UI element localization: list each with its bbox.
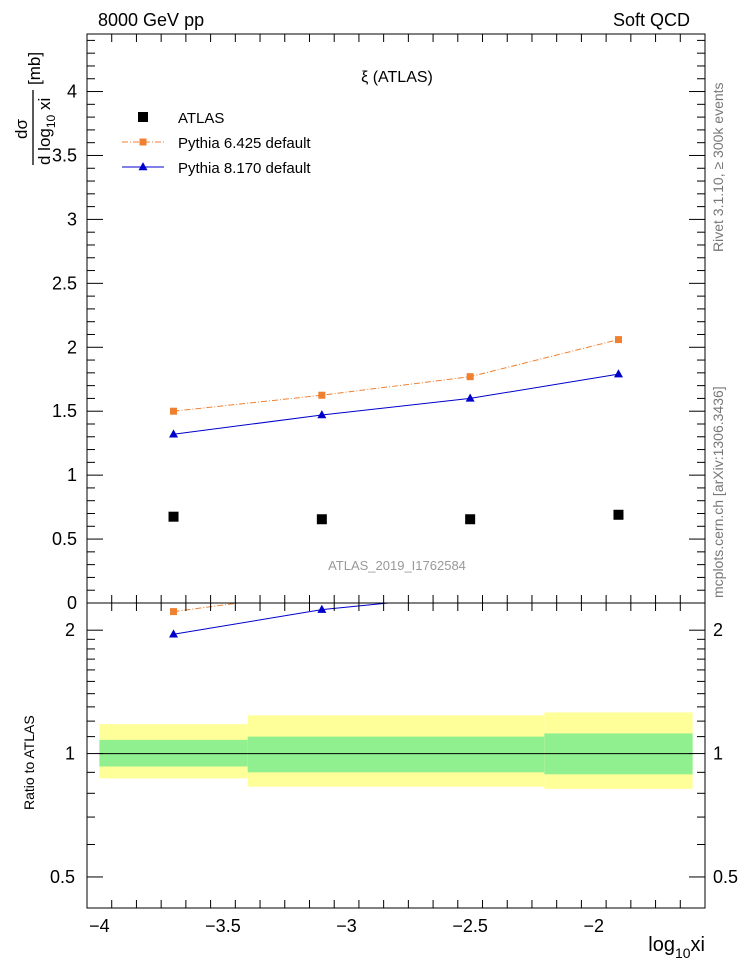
legend-label: Pythia 8.170 default [178,160,311,177]
data-point-pythia6 [318,391,326,399]
data-point-pythia6 [170,407,178,415]
y-tick-label: 1.5 [52,401,77,421]
legend-label: Pythia 6.425 default [178,135,311,152]
data-point-pythia8 [317,410,327,419]
data-point-atlas [168,511,179,522]
x-tick-label: −3 [336,916,357,936]
ratio-y-ticks: 0.5 0.5 1 1 2 2 [50,620,738,887]
y-tick-label: 3.5 [52,145,77,165]
mcplots-label: mcplots.cern.ch [arXiv:1306.3436] [710,386,726,598]
ratio-point-pythia6 [615,555,622,562]
ratio-point-pythia6 [318,588,325,595]
main-x-ticks [86,34,706,603]
ratio-point-pythia8 [614,579,623,587]
inner-band [247,736,545,773]
y-tick-label: 1 [67,465,77,485]
series-line [173,373,619,435]
process-label: Soft QCD [613,10,690,30]
y-tick-label: 0 [67,593,77,613]
ratio-panel: 0.5 0.5 1 1 2 2 −4 −3.5 −3 −2.5 −2 Ratio to ATLAS… [21,555,738,961]
ratio-x-ticks: −4 −3.5 −3 −2.5 −2 [86,603,706,936]
y-tick-label: 2 [67,337,77,357]
legend-marker-pythia6 [139,138,147,146]
ratio-y-tick-label-right: 1 [713,744,723,764]
data-point-pythia6 [614,336,622,344]
ratio-point-pythia6 [170,608,178,616]
ratio-y-tick-label-right: 0.5 [713,867,738,887]
legend-label: ATLAS [178,110,224,127]
legend: ATLAS Pythia 6.425 default Pythia 8.170 de… [122,110,311,177]
data-point-pythia8 [169,429,179,438]
collision-label: 8000 GeV pp [98,10,204,30]
uncertainty-bands [99,712,693,789]
rivet-label: Rivet 3.1.10, ≥ 300k events [710,82,726,252]
x-tick-label: −2 [583,916,604,936]
main-y-ticks: 0 0.5 1 1.5 2 2.5 3 3.5 4 [52,39,705,613]
data-point-atlas [316,514,327,525]
ratio-y-tick-label: 1 [65,744,75,764]
series-line [173,339,619,412]
legend-marker-pythia8 [138,162,148,171]
ratio-series [169,555,623,638]
ratio-y-tick-label: 2 [65,620,75,640]
ratio-point-pythia8 [466,590,475,598]
y-tick-label: 2.5 [52,273,77,293]
svg-text:dσ: dσ [12,119,31,139]
ratio-point-pythia8 [169,629,179,638]
x-tick-label: −3.5 [205,916,241,936]
data-point-pythia6 [466,373,474,381]
data-point-pythia8 [465,393,475,402]
watermark: ATLAS_2019_I1762584 [328,558,466,573]
ratio-point-pythia6 [467,573,474,580]
y-tick-label: 0.5 [52,529,77,549]
ratio-line [173,603,394,635]
svg-text:[mb]: [mb] [25,52,44,85]
ratio-point-pythia8 [317,604,327,613]
x-tick-label: −4 [89,916,110,936]
y-tick-label: 3 [67,209,77,229]
ratio-y-tick-label-right: 2 [713,620,723,640]
legend-marker-atlas [138,112,148,122]
ratio-plot-frame [86,602,706,909]
x-axis-label: log10xi [648,934,705,961]
data-point-atlas [465,514,476,525]
data-point-atlas [613,509,624,520]
ratio-y-tick-label: 0.5 [50,867,75,887]
svg-text:d log10 xi: d log10 xi [35,98,58,165]
y-tick-label: 4 [67,82,77,102]
plot-title: ξ (ATLAS) [361,69,433,86]
ratio-y-axis-label: Ratio to ATLAS [21,715,37,810]
data-point-pythia8 [613,369,623,378]
main-panel: 0 0.5 1 1.5 2 2.5 3 3.5 4 ξ (ATLAS) ATLAS_2019_I… [12,33,706,613]
main-series [168,336,624,525]
main-y-axis-label: dσ d log10 xi [mb] [12,52,58,165]
x-tick-label: −2.5 [452,916,488,936]
